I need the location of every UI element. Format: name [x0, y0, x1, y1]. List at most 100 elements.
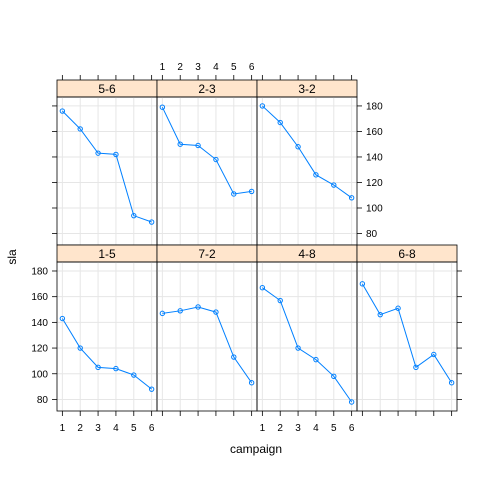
data-point	[313, 172, 319, 178]
x-tick-label: 4	[113, 423, 119, 434]
panel-1-5: 1-5	[56, 244, 158, 412]
data-point	[148, 219, 155, 225]
data-point	[331, 373, 337, 380]
data-point	[195, 304, 201, 310]
x-tick-label: 2	[77, 423, 83, 434]
strip-label: 4-8	[298, 247, 316, 261]
x-tick-label: 2	[277, 423, 283, 434]
data-point	[259, 284, 266, 291]
x-tick-label: 4	[313, 423, 319, 434]
data-point	[277, 297, 283, 304]
data-point	[213, 309, 219, 315]
data-point	[413, 364, 419, 371]
data-point	[295, 345, 301, 351]
data-point	[248, 188, 255, 195]
strip-label: 1-5	[98, 247, 116, 261]
x-tick-label: 5	[131, 423, 137, 434]
data-point	[295, 144, 301, 150]
series-line	[262, 287, 353, 403]
data-point	[77, 345, 83, 351]
data-point	[131, 212, 137, 219]
data-point	[331, 182, 337, 188]
data-point	[448, 380, 455, 386]
x-tick-label: 3	[95, 423, 101, 434]
data-point	[348, 195, 355, 201]
series-line	[162, 306, 253, 384]
x-tick-label: 1	[260, 423, 266, 434]
y-tick-label: 80	[366, 229, 378, 240]
data-point	[177, 308, 183, 314]
y-tick-label: 140	[366, 152, 383, 163]
data-point	[231, 191, 237, 197]
x-axis-label: campaign	[230, 442, 282, 456]
series-line	[161, 106, 252, 195]
x-tick-label: 2	[177, 62, 183, 73]
x-tick-label: 1	[160, 62, 166, 73]
data-point	[113, 151, 119, 158]
x-tick-label: 5	[331, 423, 337, 434]
panel-frame	[56, 96, 158, 246]
strip-label: 6-8	[398, 247, 416, 261]
y-tick-label: 180	[31, 266, 48, 277]
data-point	[77, 126, 83, 132]
data-point	[159, 310, 166, 317]
series-line	[61, 318, 152, 390]
panel-5-6: 5-6	[56, 79, 158, 246]
y-tick-label: 180	[366, 101, 383, 112]
data-point	[377, 311, 383, 318]
y-axis-label: sla	[5, 249, 19, 265]
data-point	[148, 386, 155, 392]
y-tick-label: 160	[31, 292, 48, 303]
x-tick-label: 3	[195, 62, 201, 73]
strip-label: 3-2	[298, 82, 316, 96]
strip-label: 5-6	[98, 82, 116, 96]
x-tick-label: 6	[149, 423, 155, 434]
panels-layer: 5-6 2-3 3-2 1-5 7-2 4-8 6-8	[56, 79, 458, 412]
data-point	[248, 380, 255, 386]
data-point	[113, 365, 119, 372]
y-tick-label: 120	[366, 178, 383, 189]
data-point	[95, 150, 101, 156]
x-tick-label: 3	[295, 423, 301, 434]
x-tick-label: 1	[60, 423, 66, 434]
data-point	[313, 356, 319, 363]
data-point	[431, 351, 437, 358]
y-tick-label: 100	[366, 204, 383, 215]
strip-label: 7-2	[198, 247, 216, 261]
y-tick-label: 80	[37, 395, 49, 406]
data-point	[131, 372, 137, 378]
panel-frame	[256, 96, 358, 246]
panel-4-8: 4-8	[256, 244, 358, 412]
data-point	[59, 315, 66, 322]
series-line	[62, 110, 152, 223]
data-point	[159, 104, 166, 110]
x-tick-label: 4	[213, 62, 219, 73]
y-tick-label: 100	[31, 369, 48, 380]
x-tick-label: 5	[231, 62, 237, 73]
data-point	[259, 103, 266, 109]
x-tick-label: 6	[349, 423, 355, 434]
panel-7-2: 7-2	[156, 244, 258, 412]
axes-layer: 1 2 3 4 5 61 2 3 4 5 6 1 2 3 4 5 68010012014016018080100…	[31, 62, 462, 434]
data-point	[348, 399, 355, 405]
y-tick-label: 140	[31, 318, 48, 329]
data-point	[359, 281, 366, 287]
x-tick-label: 6	[249, 62, 255, 73]
panel-3-2: 3-2	[256, 79, 358, 246]
data-point	[177, 141, 183, 147]
panel-frame	[156, 96, 258, 246]
data-point	[277, 119, 283, 126]
y-tick-label: 160	[366, 127, 383, 138]
y-tick-label: 120	[31, 344, 48, 355]
data-point	[59, 108, 66, 114]
data-point	[231, 354, 237, 360]
strip-label: 2-3	[198, 82, 216, 96]
panel-2-3: 2-3	[156, 79, 258, 246]
data-point	[213, 156, 219, 163]
series-line	[361, 283, 453, 384]
data-point	[395, 305, 401, 311]
data-point	[95, 364, 101, 371]
panel-frame	[156, 261, 258, 412]
series-line	[262, 105, 352, 199]
